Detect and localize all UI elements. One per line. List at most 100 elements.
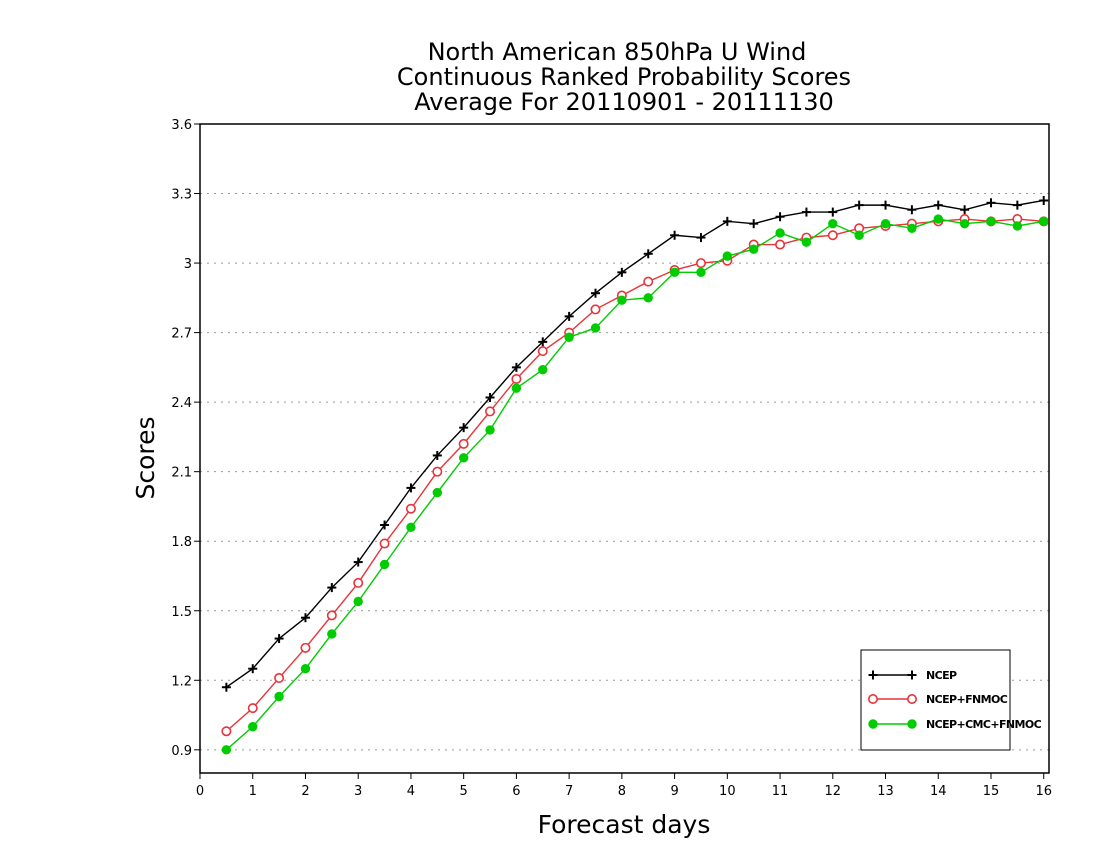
y-tick-label: 2.4 [171, 396, 192, 411]
y-tick-label: 1.8 [171, 535, 192, 550]
legend-entry: NCEP+CMC+FNMOC [868, 718, 1042, 731]
data-point [880, 218, 891, 229]
data-point [537, 346, 548, 357]
data-point [406, 522, 416, 533]
x-tick-label: 12 [825, 784, 842, 799]
data-point [538, 364, 548, 375]
data-point [221, 682, 231, 692]
legend-label: NCEP [926, 669, 957, 682]
data-point [590, 288, 600, 298]
legend-marker [868, 670, 878, 680]
data-point [538, 337, 548, 347]
x-tick-label: 2 [301, 784, 309, 799]
data-point [775, 212, 785, 222]
y-tick-label: 1.2 [171, 674, 192, 689]
data-point [617, 295, 627, 305]
legend-label: NCEP+FNMOC [926, 693, 1008, 706]
data-point [590, 323, 601, 333]
data-point [590, 304, 601, 315]
data-point [379, 538, 390, 549]
data-point [511, 383, 522, 393]
x-axis-label: Forecast days [538, 810, 711, 839]
data-point [907, 223, 917, 234]
y-axis-ticks: 0.9 1.2 1.5 1.8 2.1 2.4 2.7 3 3.3 3.6 [171, 118, 200, 759]
data-point [248, 721, 258, 732]
data-point [933, 200, 943, 210]
x-tick-label: 16 [1035, 784, 1052, 799]
data-point [274, 634, 284, 644]
data-point [669, 267, 680, 278]
data-point [670, 230, 680, 240]
data-point [300, 613, 310, 623]
data-point [695, 258, 706, 269]
series-ncep [221, 195, 1049, 692]
y-tick-label: 3 [184, 257, 192, 272]
data-point [274, 672, 285, 683]
data-point [406, 483, 416, 493]
data-point [485, 406, 496, 417]
series-line [225, 199, 1044, 688]
x-tick-label: 14 [930, 784, 947, 799]
data-point [827, 230, 838, 241]
title-line-1: North American 850hPa U Wind [428, 38, 807, 66]
data-point [459, 423, 469, 433]
data-point [907, 205, 917, 215]
x-tick-label: 13 [877, 784, 894, 799]
y-tick-label: 0.9 [171, 744, 192, 759]
data-point [722, 251, 733, 261]
data-point [722, 216, 732, 226]
y-tick-label: 2.1 [171, 466, 192, 481]
legend-marker [907, 719, 917, 729]
title-line-2: Continuous Ranked Probability Scores [397, 63, 851, 91]
data-point [1039, 195, 1049, 205]
data-point [881, 200, 891, 210]
legend-marker [868, 719, 878, 729]
legend-marker [907, 670, 917, 680]
series-layer [221, 195, 1049, 755]
y-axis-label: Scores [131, 416, 160, 499]
data-point [353, 577, 364, 588]
x-tick-label: 5 [460, 784, 468, 799]
data-point [828, 207, 838, 217]
plot-area-frame [199, 123, 1050, 774]
data-point [353, 557, 363, 567]
x-tick-label: 6 [512, 784, 520, 799]
data-point [696, 233, 706, 243]
data-point [564, 332, 574, 342]
data-point [617, 267, 627, 277]
data-point [696, 267, 706, 278]
x-axis-ticks: 0 1 2 3 4 5 6 7 8 9 10 11 12 13 14 15 16 [196, 773, 1052, 799]
legend-label: NCEP+CMC+FNMOC [926, 718, 1042, 731]
data-point [300, 663, 311, 674]
y-tick-label: 1.5 [171, 605, 192, 620]
data-point [960, 205, 970, 215]
data-point [405, 503, 416, 514]
data-point [248, 664, 258, 674]
data-point [986, 216, 996, 227]
data-point [775, 239, 786, 250]
data-point [749, 219, 759, 229]
data-point [1012, 200, 1022, 210]
x-tick-label: 1 [249, 784, 257, 799]
data-point [221, 726, 232, 737]
data-point [1039, 216, 1049, 227]
x-tick-label: 11 [772, 784, 789, 799]
x-tick-label: 10 [719, 784, 736, 799]
legend-box [860, 649, 1011, 751]
data-point [458, 438, 469, 449]
data-point [432, 487, 442, 498]
y-tick-label: 3.6 [171, 118, 192, 133]
data-point [327, 629, 337, 639]
data-point [221, 745, 232, 755]
legend-marker [867, 693, 878, 704]
data-point [458, 453, 469, 463]
data-point [748, 244, 759, 254]
x-tick-label: 9 [670, 784, 678, 799]
data-point [828, 218, 838, 229]
data-point [854, 230, 864, 240]
data-point [511, 362, 521, 372]
data-point [959, 218, 970, 229]
data-point [353, 596, 363, 607]
legend-entry: NCEP [868, 669, 958, 682]
